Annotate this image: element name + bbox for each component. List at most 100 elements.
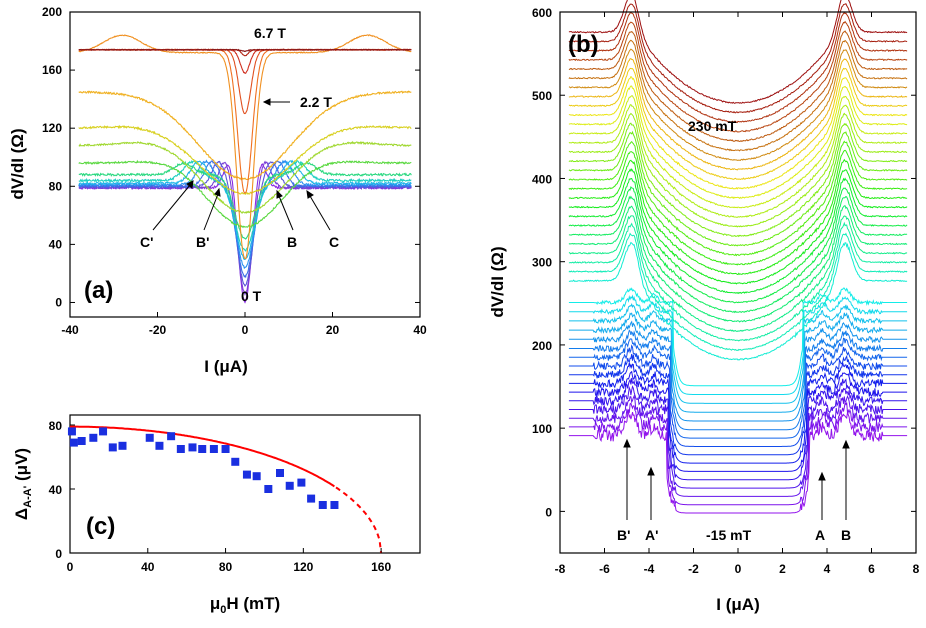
panel-b-series-line <box>568 12 908 124</box>
panel-b-ytick-label: 500 <box>532 89 552 103</box>
panel-c-data-point <box>297 478 306 487</box>
panel-c-data-point <box>209 445 218 453</box>
panel-b-B-prime-label: B' <box>617 527 630 543</box>
panel-c-data-point <box>77 437 86 445</box>
panel-c-data-point <box>252 472 261 481</box>
panel-b-series-line <box>568 122 908 238</box>
panel-b-B-label: B <box>841 527 851 543</box>
panel-c-data-point <box>167 432 176 441</box>
panel-b-ytick-label: 400 <box>532 172 552 186</box>
panel-a-arrows <box>152 98 331 231</box>
panel-b-series-line <box>568 377 908 481</box>
panel-a-xtick-label: 0 <box>242 323 249 337</box>
panel-b-series-line <box>568 221 908 342</box>
panel-b-A-prime-label: A' <box>645 527 658 543</box>
panel-b: -8 -6 -4 -2 0 2 4 6 8 0 100 200 300 400 500 600 (b) 230… <box>488 0 920 614</box>
panel-a-series-line <box>78 159 412 229</box>
panel-b-series-line <box>568 177 908 295</box>
panel-b-xtick-label: 2 <box>779 562 786 576</box>
panel-a-bottom-field-label: 0 T <box>241 288 262 304</box>
panel-a-xtick-label: -40 <box>61 323 79 337</box>
panel-b-series-line <box>568 103 908 218</box>
panel-a-label: (a) <box>84 277 113 304</box>
panel-c-data-point <box>69 438 78 447</box>
panel-b-xtick-label: -2 <box>688 562 699 576</box>
panel-a-xlabel: I (μA) <box>204 357 247 376</box>
panel-a-xtick-label: -20 <box>149 323 167 337</box>
panel-b-arrows <box>623 438 850 520</box>
panel-c-xlabel: μ0H (mT) <box>210 594 280 616</box>
panel-c-xtick-label: 0 <box>67 560 74 574</box>
panel-c-ticks: 0 40 80 120 160 0 40 80 <box>49 419 392 574</box>
panel-b-xtick-label: -6 <box>599 562 610 576</box>
panel-b-series-line <box>568 353 908 456</box>
panel-a-ytick-label: 200 <box>42 5 62 19</box>
panel-b-ticks: -8 -6 -4 -2 0 2 4 6 8 0 100 200 300 400 500 600 <box>532 6 920 576</box>
panel-b-series-line <box>568 303 908 404</box>
panel-b-series-line <box>568 168 908 285</box>
panel-c-data-point <box>89 433 98 442</box>
panel-b-series-line <box>568 287 908 387</box>
panel-b-series-line <box>568 85 908 200</box>
panel-c-data-point <box>176 445 185 453</box>
panel-b-series-line <box>568 185 908 304</box>
panel-b-series-line <box>568 401 908 506</box>
panel-c-data-point <box>264 485 273 493</box>
panel-b-A-label: A <box>815 527 825 543</box>
panel-b-series-line <box>568 411 908 514</box>
panel-b-series-line <box>568 385 908 489</box>
panel-a-series-line <box>78 34 412 260</box>
panel-c-data-point <box>242 470 251 479</box>
panel-a-series-line <box>78 160 412 240</box>
panel-b-series-line <box>568 149 908 266</box>
panel-a-series-line <box>78 160 412 279</box>
panel-a: -40 -20 0 20 40 0 40 80 120 160 200 (a) 6.7 T 2.2 … <box>8 5 427 376</box>
panel-b-xtick-label: 0 <box>735 562 742 576</box>
panel-a-series-line <box>78 160 412 297</box>
panel-a-series-line <box>78 159 412 252</box>
panel-c-data-point <box>145 433 154 442</box>
panel-b-series-line <box>568 75 908 190</box>
panel-c-label: (c) <box>86 513 115 540</box>
panel-c-xtick-label: 120 <box>293 560 313 574</box>
panel-c-data-point <box>155 441 164 450</box>
panel-a-series-line <box>78 90 412 181</box>
panel-a-B-label: B <box>287 234 297 250</box>
panel-b-ytick-label: 600 <box>532 6 552 20</box>
panel-a-series-line <box>78 48 412 115</box>
panel-b-xtick-label: -8 <box>555 562 566 576</box>
panel-b-series-line <box>568 130 908 247</box>
panel-c-ytick-label: 40 <box>49 483 63 497</box>
panel-c-frame <box>69 414 421 554</box>
panel-b-series-line <box>568 344 908 447</box>
panel-c-data-point <box>231 457 240 466</box>
panel-b-series-line <box>568 20 908 133</box>
panel-b-xtick-label: -4 <box>644 562 655 576</box>
panel-b-series-line <box>568 362 908 464</box>
panel-c-data-point <box>118 441 127 450</box>
panel-b-series-line <box>568 329 908 431</box>
panel-b-series-line <box>568 195 908 314</box>
panel-a-series-line <box>78 140 412 214</box>
panel-b-xtick-label: 6 <box>868 562 875 576</box>
panel-b-series-line <box>568 3 908 114</box>
panel-c-data-point <box>285 481 294 490</box>
panel-b-series-line <box>568 394 908 497</box>
panel-a-xtick-label: 40 <box>413 323 427 337</box>
panel-b-bottom-field-label: -15 mT <box>706 527 752 543</box>
panel-b-series-line <box>568 48 908 161</box>
panel-c: 0 40 80 120 160 0 40 80 (c) μ0H (mT) ΔA-A' (μV) <box>12 414 421 616</box>
panel-c-data-point <box>108 443 117 452</box>
panel-c-fit-dashed-line <box>335 486 383 554</box>
panel-a-ylabel: dV/dI (Ω) <box>8 128 27 199</box>
panel-b-xlabel: I (μA) <box>716 595 759 614</box>
panel-b-series-line <box>568 312 908 413</box>
panel-c-ylabel: ΔA-A' (μV) <box>12 448 34 520</box>
panel-b-ytick-label: 100 <box>532 422 552 436</box>
panel-a-ytick-label: 120 <box>42 121 62 135</box>
panel-b-series-line <box>568 39 908 152</box>
panel-c-data-point <box>67 427 76 436</box>
panel-b-series-line <box>568 140 908 257</box>
panel-c-ytick-label: 0 <box>55 547 62 561</box>
panel-a-C-prime-label: C' <box>140 234 153 250</box>
